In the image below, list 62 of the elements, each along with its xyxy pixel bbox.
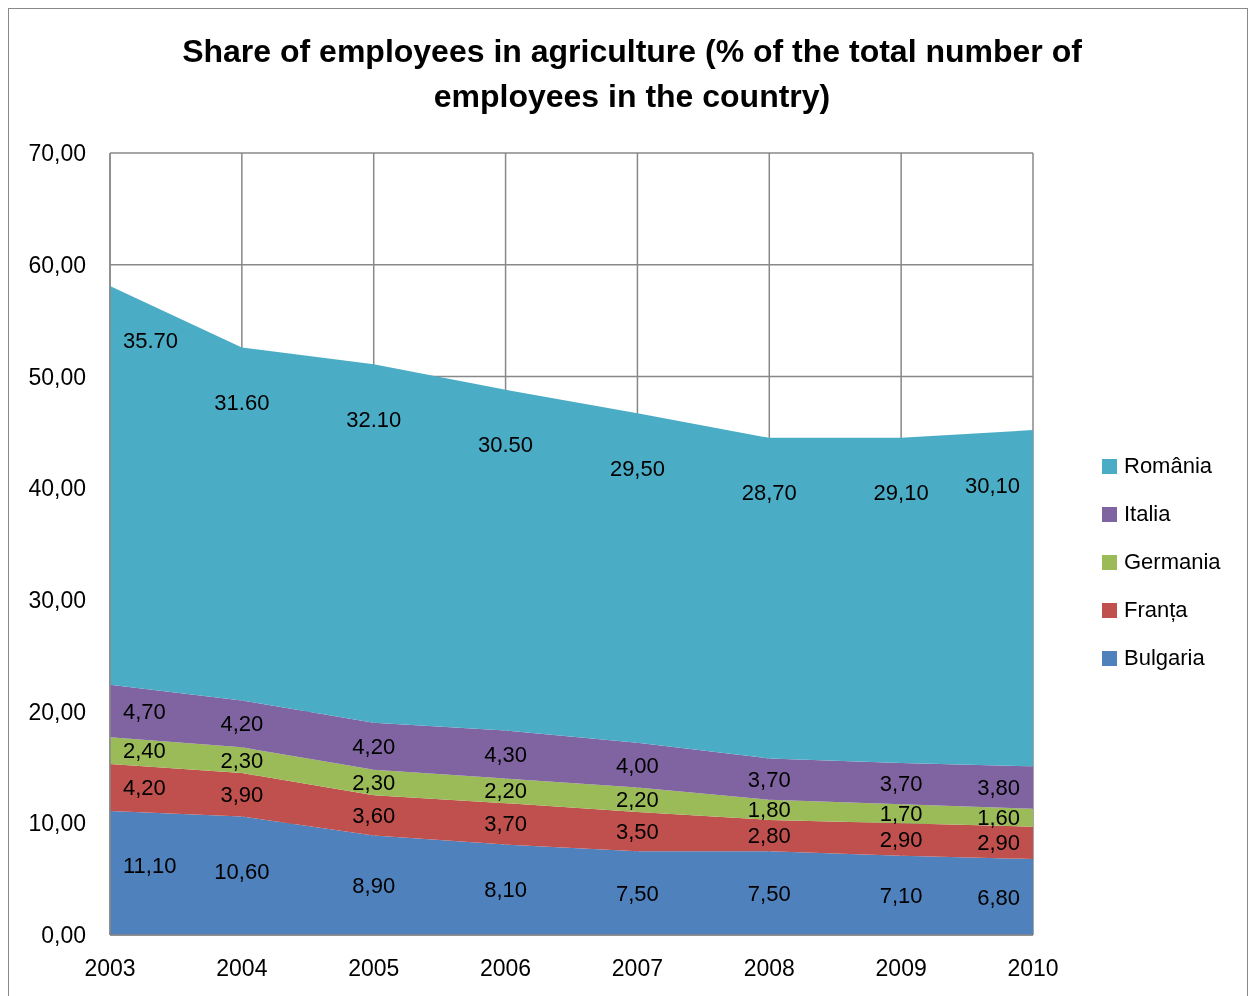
data-label: 30.50 [478,432,534,458]
y-tick-label: 60,00 [28,251,86,278]
data-label: 3,60 [352,802,396,828]
data-label: 3,70 [484,811,527,837]
chart-title: Share of employees in agriculture (% of the total number of employees in the country) [181,32,1083,116]
data-label: 2,20 [484,778,527,804]
data-label: 1,80 [747,797,791,823]
data-label: 3,80 [977,775,1020,801]
data-label: 31.60 [214,389,270,415]
data-label: 8,10 [484,877,527,903]
y-tick-label: 0,00 [41,922,86,949]
x-tick-label: 2008 [743,955,795,982]
x-tick-label: 2004 [216,955,268,982]
data-label: 2,90 [977,830,1020,856]
x-tick-label: 2007 [611,955,664,982]
data-label: 4,70 [123,698,166,724]
legend-label: Italia [1124,501,1171,527]
data-label: 32.10 [346,406,402,432]
data-label: 4,20 [123,775,166,801]
y-tick-label: 20,00 [28,698,86,725]
y-tick-label: 50,00 [28,363,86,390]
y-tick-label: 10,00 [28,810,86,837]
y-tick-label: 40,00 [28,475,86,502]
data-label: 2,80 [747,823,791,849]
data-label: 6,80 [977,884,1020,910]
data-label: 2,40 [123,738,166,764]
data-label: 30,10 [964,472,1020,498]
data-label: 4,20 [220,711,264,737]
data-label: 29,10 [873,480,929,506]
data-label: 2,20 [616,787,659,813]
legend-label: România [1124,453,1213,479]
x-tick-label: 2003 [84,955,136,982]
x-tick-label: 2006 [479,955,532,982]
legend-label: Germania [1124,549,1221,575]
data-label: 35.70 [123,328,179,354]
data-label: 8,90 [352,872,396,898]
legend-label: Franța [1124,597,1188,623]
data-label: 4,30 [484,742,527,768]
data-label: 1,60 [977,805,1020,831]
data-label: 3,70 [879,771,923,797]
legend-label: Bulgaria [1124,645,1205,671]
y-tick-label: 30,00 [28,587,86,614]
data-label: 1,70 [879,801,923,827]
data-label: 11,10 [123,853,177,879]
data-label: 2,30 [352,770,396,796]
data-label: 28,70 [741,480,797,506]
x-tick-label: 2005 [348,955,400,982]
data-label: 4,00 [616,752,659,778]
data-label: 7,50 [747,880,791,906]
data-label: 3,70 [747,766,791,792]
data-label: 10,60 [214,859,270,885]
data-label: 2,90 [879,826,923,852]
data-label: 3,90 [220,782,264,808]
data-label: 2,30 [220,747,264,773]
data-label: 4,20 [352,733,396,759]
x-tick-label: 2009 [875,955,927,982]
data-label: 7,50 [616,880,659,906]
data-label: 7,10 [879,882,923,908]
data-label: 3,50 [616,819,659,845]
y-tick-label: 70,00 [28,140,86,167]
x-tick-label: 2010 [1007,955,1059,982]
data-label: 29,50 [609,455,665,481]
